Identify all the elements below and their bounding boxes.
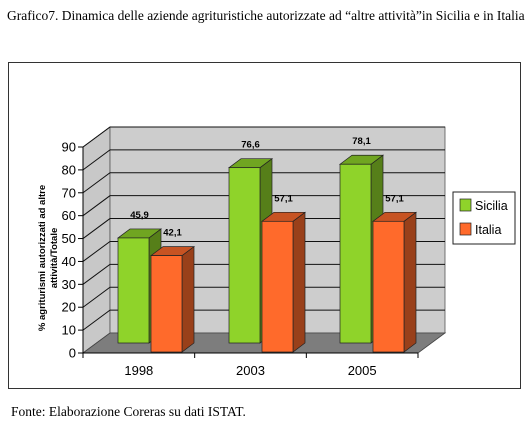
y-axis: 0 10 20 30 40 50 60 70 80 90 xyxy=(62,140,84,361)
data-label: 45,9 xyxy=(130,210,149,221)
y-tick-label: 0 xyxy=(69,346,76,361)
bar-front xyxy=(372,220,405,353)
y-tick-label: 20 xyxy=(62,300,76,315)
grid-lines xyxy=(82,126,445,331)
legend-label-italia: Italia xyxy=(475,223,501,237)
x-tick-label: 2005 xyxy=(348,363,377,378)
grid-line xyxy=(82,286,445,308)
source-note: Fonte: Elaborazione Coreras su dati ISTA… xyxy=(11,404,246,419)
bar-side xyxy=(292,211,306,353)
data-label: 76,6 xyxy=(241,140,260,151)
bar-front xyxy=(228,167,261,344)
legend-label-sicilia: Sicilia xyxy=(475,199,508,213)
grid-line xyxy=(82,218,445,239)
bar-side xyxy=(181,245,195,353)
grid-line xyxy=(82,195,445,217)
figure-caption: Grafico7. Dinamica delle aziende agritur… xyxy=(7,8,525,23)
bar-italia-2005 xyxy=(371,211,418,353)
data-label: 57,1 xyxy=(385,193,404,204)
legend-swatch-sicilia xyxy=(459,198,472,212)
data-label: 57,1 xyxy=(274,193,293,204)
bar-front xyxy=(261,220,294,353)
y-tick-label: 90 xyxy=(62,140,76,155)
bar-italia-2003 xyxy=(260,211,307,353)
y-tick-label: 50 xyxy=(62,231,76,246)
x-axis: 1998 2003 2005 xyxy=(82,352,419,378)
y-tick-label: 10 xyxy=(62,323,76,338)
x-tick-label: 1998 xyxy=(124,363,153,378)
y-tick-label: 60 xyxy=(62,208,76,223)
y-tick-label: 30 xyxy=(62,277,76,292)
x-tick-label: 2003 xyxy=(236,363,265,378)
grid-line xyxy=(82,309,445,331)
bar-front xyxy=(150,255,183,353)
bar-front xyxy=(339,163,372,344)
data-label: 42,1 xyxy=(163,228,182,239)
grid-line xyxy=(82,149,445,171)
bar-side xyxy=(403,211,417,353)
y-tick-label: 80 xyxy=(62,162,76,177)
data-label: 78,1 xyxy=(352,136,371,147)
legend-swatch-italia xyxy=(459,222,472,236)
y-axis-label: % agriturismi autorizzati ad altreattivi… xyxy=(37,185,60,331)
legend: Sicilia Italia xyxy=(452,191,516,245)
bar-front xyxy=(117,237,150,344)
data-labels: 45,9 42,1 76,6 57,1 78,1 57,1 xyxy=(130,136,404,238)
bars xyxy=(116,154,418,353)
grid-line xyxy=(82,263,445,285)
grid-line xyxy=(82,126,445,148)
side-wall xyxy=(82,126,111,354)
grid-line xyxy=(82,240,445,262)
y-tick-label: 40 xyxy=(62,254,76,269)
grid-line xyxy=(82,172,445,194)
bar-italia-1998 xyxy=(149,245,196,353)
y-tick-label: 70 xyxy=(62,185,76,200)
